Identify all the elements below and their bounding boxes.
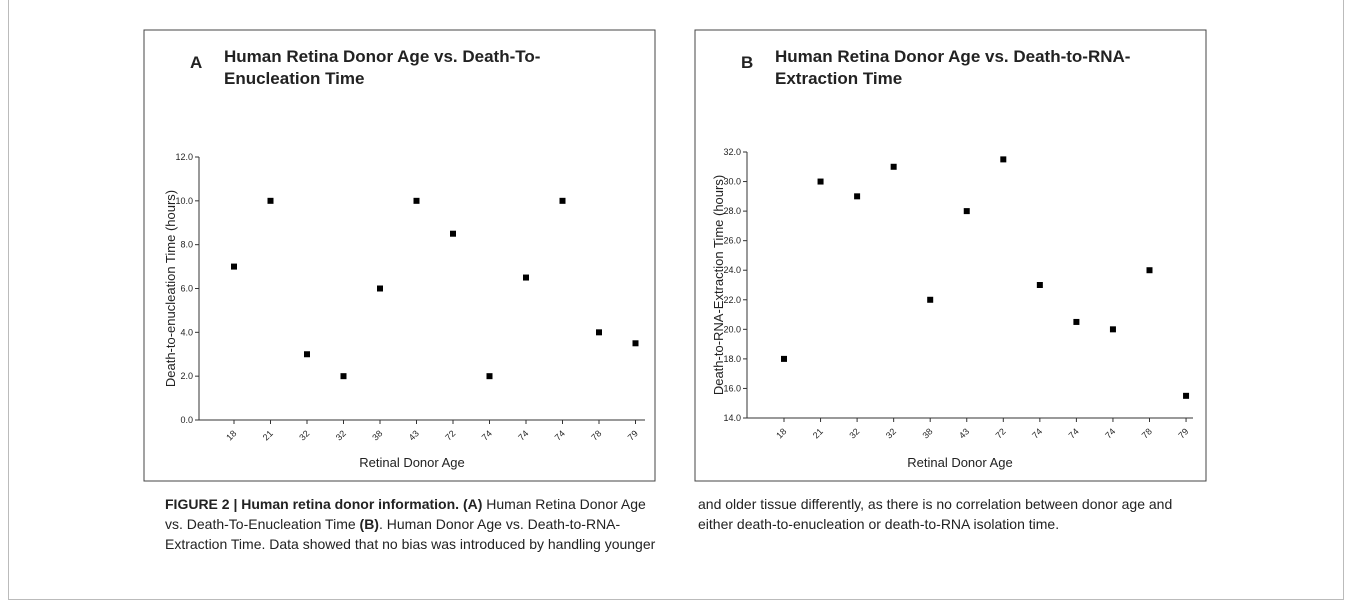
figure: A Human Retina Donor Age vs. Death-To- Enu… (143, 29, 1207, 482)
x-tick-label: 38 (370, 428, 384, 442)
panel-box (143, 29, 656, 482)
x-tick-label: 78 (589, 428, 603, 442)
x-tick-label: 32 (297, 428, 311, 442)
y-tick-label: 2.0 (180, 371, 193, 381)
x-tick-label: 78 (1140, 426, 1154, 440)
x-tick-label: 43 (957, 426, 971, 440)
chart-title: Human Retina Donor Age vs. Death-To- (224, 47, 540, 66)
x-tick-label: 18 (224, 428, 238, 442)
x-tick-label: 79 (626, 428, 640, 442)
caption-text: . Human Donor Age vs. Death-to-RNA-Extra… (165, 496, 1173, 552)
x-tick-label: 32 (847, 426, 861, 440)
y-tick-label: 14.0 (723, 413, 741, 423)
caption-text: (A) (462, 496, 483, 512)
y-tick-label: 30.0 (723, 177, 741, 187)
marker (890, 163, 897, 170)
x-tick-label: 43 (407, 428, 421, 442)
x-tick-label: 72 (443, 428, 457, 442)
y-tick-label: 0.0 (180, 415, 193, 425)
y-axis-label: Death-to-RNA-Extraction Time (hours) (711, 175, 726, 395)
x-tick-label: 74 (480, 428, 494, 442)
y-tick-label: 8.0 (180, 240, 193, 250)
marker (267, 197, 274, 204)
chart-title: Human Retina Donor Age vs. Death-to-RNA- (775, 47, 1130, 66)
y-tick-label: 28.0 (723, 206, 741, 216)
y-tick-label: 16.0 (723, 383, 741, 393)
x-tick-label: 38 (920, 426, 934, 440)
y-tick-label: 26.0 (723, 236, 741, 246)
x-tick-label: 74 (553, 428, 567, 442)
caption-text: Human Retina Donor Age vs. Death-To-Enuc… (165, 496, 646, 532)
y-tick-label: 22.0 (723, 295, 741, 305)
marker (632, 340, 639, 347)
marker (1146, 267, 1153, 274)
x-tick-label: 21 (261, 428, 275, 442)
y-tick-label: 12.0 (175, 152, 193, 162)
y-axis-label: Death-to-enucleation Time (hours) (163, 190, 178, 387)
marker (1109, 326, 1116, 333)
y-tick-label: 4.0 (180, 327, 193, 337)
panel-letter: B (741, 53, 753, 72)
marker (1000, 156, 1007, 163)
x-tick-label: 72 (994, 426, 1008, 440)
y-tick-label: 10.0 (175, 196, 193, 206)
y-tick-label: 20.0 (723, 324, 741, 334)
marker (1073, 318, 1080, 325)
marker (817, 178, 824, 185)
x-tick-label: 18 (774, 426, 788, 440)
marker (377, 285, 383, 292)
y-tick-label: 18.0 (723, 354, 741, 364)
y-tick-label: 32.0 (723, 147, 741, 157)
caption: FIGURE 2 | Human retina donor informatio… (165, 494, 1195, 554)
marker (559, 197, 566, 204)
y-tick-label: 6.0 (180, 284, 193, 294)
marker (596, 329, 602, 336)
x-tick-label: 32 (334, 428, 348, 442)
caption-text: (B) (359, 516, 379, 532)
x-tick-label: 32 (884, 426, 898, 440)
marker (340, 373, 347, 380)
panel-box (694, 29, 1207, 482)
marker (231, 263, 237, 270)
x-axis-label: Retinal Donor Age (359, 455, 465, 470)
x-tick-label: 74 (516, 428, 530, 442)
marker (413, 197, 420, 204)
x-tick-label: 74 (1103, 426, 1117, 440)
marker (1036, 282, 1043, 288)
x-tick-label: 79 (1176, 426, 1190, 440)
panel-letter: A (190, 53, 202, 72)
marker (523, 274, 529, 281)
caption-text: FIGURE 2 | Human retina donor informatio… (165, 496, 460, 512)
marker (304, 351, 310, 358)
x-axis-label: Retinal Donor Age (907, 455, 1013, 470)
marker (781, 355, 787, 362)
figure-frame (8, 0, 1344, 600)
y-tick-label: 24.0 (723, 265, 741, 275)
marker (963, 208, 970, 215)
marker (486, 373, 493, 380)
x-tick-label: 21 (811, 426, 825, 440)
x-tick-label: 74 (1030, 426, 1044, 440)
marker (927, 296, 934, 303)
chart-title: Extraction Time (775, 69, 902, 88)
x-tick-label: 74 (1067, 426, 1081, 440)
chart-title: Enucleation Time (224, 69, 364, 88)
marker (854, 193, 861, 200)
marker (1183, 392, 1190, 399)
marker (450, 230, 456, 237)
